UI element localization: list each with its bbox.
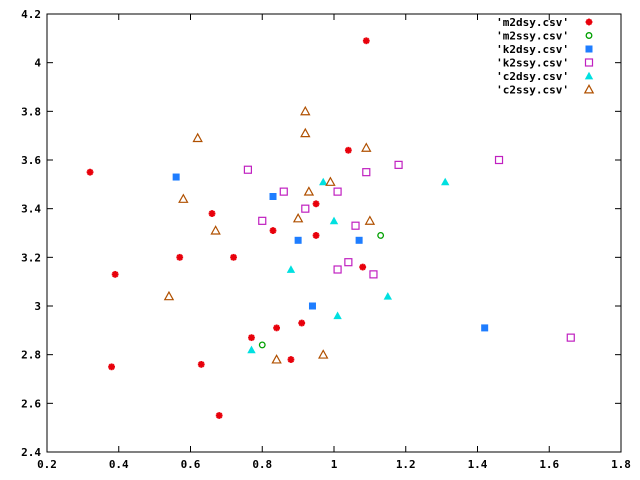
y-tick-label: 2.6	[21, 397, 41, 410]
data-point-series-6	[318, 349, 329, 359]
y-tick-label: 3.2	[21, 251, 41, 264]
data-point-series-1	[287, 356, 295, 363]
data-point-series-1	[215, 412, 223, 419]
data-point-series-1	[108, 363, 115, 371]
data-point-series-3	[481, 324, 489, 332]
legend-label: 'k2ssy.csv'	[496, 57, 569, 70]
data-point-series-6	[192, 132, 203, 143]
data-point-series-4	[333, 265, 342, 274]
data-point-series-1	[273, 324, 280, 332]
data-point-series-4	[301, 204, 310, 213]
data-points	[86, 37, 575, 419]
data-point-series-5	[441, 177, 450, 186]
y-axis: 2.4 2.6 2.8 3 3.2 3.4 3.6 3.8 4 4.2	[21, 8, 621, 459]
data-point-series-1	[298, 319, 306, 327]
legend-label: 'c2dsy.csv'	[496, 70, 569, 83]
data-point-series-5	[319, 177, 328, 186]
legend-marker	[585, 18, 593, 26]
x-tick-label: 1.6	[539, 458, 559, 471]
legend-marker	[584, 71, 594, 80]
y-tick-label: 3	[34, 300, 41, 313]
x-tick-label: 0.4	[109, 458, 129, 471]
data-point-series-6	[292, 212, 304, 223]
data-point-series-4	[243, 165, 252, 174]
legend: 'm2dsy.csv''m2ssy.csv''k2dsy.csv''k2ssy.…	[496, 16, 595, 97]
data-point-series-2	[377, 231, 385, 239]
data-point-series-3	[355, 236, 363, 244]
legend-marker	[583, 84, 595, 94]
x-tick-label: 0.8	[252, 458, 272, 471]
data-point-series-4	[394, 160, 403, 169]
legend-label: 'c2ssy.csv'	[496, 84, 569, 97]
data-point-series-1	[362, 37, 370, 45]
data-point-series-6	[178, 193, 189, 203]
x-axis: 0.2 0.4 0.6 0.8 1 1.2 1.4 1.6 1.8	[37, 14, 631, 471]
legend-marker	[585, 45, 593, 53]
data-point-series-5	[329, 216, 339, 225]
data-point-series-4	[362, 168, 371, 177]
data-point-series-6	[163, 290, 175, 301]
y-tick-label: 2.8	[21, 349, 41, 362]
data-point-series-4	[344, 258, 353, 267]
legend-label: 'm2ssy.csv'	[496, 30, 569, 43]
data-point-series-6	[300, 127, 311, 138]
data-point-series-5	[383, 292, 393, 300]
data-point-series-6	[303, 186, 315, 196]
legend-label: 'm2dsy.csv'	[496, 16, 569, 29]
x-tick-label: 1	[331, 458, 338, 471]
data-point-series-1	[197, 361, 205, 368]
data-point-series-6	[325, 176, 336, 186]
x-tick-label: 0.6	[181, 458, 201, 471]
data-point-series-5	[247, 345, 256, 354]
data-point-series-1	[230, 253, 237, 261]
data-point-series-1	[359, 263, 367, 271]
data-point-series-1	[312, 232, 320, 239]
data-point-series-1	[86, 168, 94, 176]
data-point-series-4	[369, 270, 378, 279]
data-point-series-1	[269, 227, 277, 234]
legend-label: 'k2dsy.csv'	[496, 43, 569, 56]
legend-marker	[585, 32, 593, 39]
data-point-series-3	[294, 236, 302, 244]
data-point-series-1	[208, 210, 216, 217]
data-point-series-6	[210, 225, 221, 235]
y-tick-label: 4	[34, 57, 41, 70]
data-point-series-6	[364, 215, 376, 225]
data-point-series-1	[344, 146, 352, 154]
data-point-series-4	[279, 187, 288, 196]
data-point-series-3	[308, 302, 316, 310]
data-point-series-4	[351, 221, 360, 230]
y-tick-label: 3.8	[21, 105, 41, 118]
data-point-series-5	[333, 311, 342, 320]
data-point-series-1	[176, 253, 184, 261]
x-tick-label: 0.2	[37, 458, 57, 471]
data-point-series-4	[258, 216, 267, 225]
x-tick-label: 1.2	[396, 458, 416, 471]
y-tick-label: 3.6	[21, 154, 41, 167]
x-tick-label: 1.4	[468, 458, 488, 471]
y-tick-label: 3.4	[21, 203, 41, 216]
y-tick-label: 4.2	[21, 8, 41, 21]
data-point-series-1	[312, 200, 320, 208]
data-point-series-4	[566, 333, 575, 342]
data-point-series-6	[300, 105, 311, 116]
data-point-series-6	[361, 142, 372, 152]
data-point-series-1	[248, 334, 255, 342]
data-point-series-5	[286, 265, 296, 273]
data-point-series-3	[269, 193, 277, 200]
data-point-series-4	[333, 187, 342, 196]
y-tick-label: 2.4	[21, 446, 41, 459]
data-point-series-3	[172, 173, 180, 181]
data-point-series-6	[271, 354, 282, 364]
data-point-series-2	[258, 341, 266, 349]
data-point-series-1	[111, 270, 119, 278]
data-point-series-4	[494, 155, 504, 165]
legend-marker	[584, 58, 594, 67]
x-tick-label: 1.8	[611, 458, 631, 471]
